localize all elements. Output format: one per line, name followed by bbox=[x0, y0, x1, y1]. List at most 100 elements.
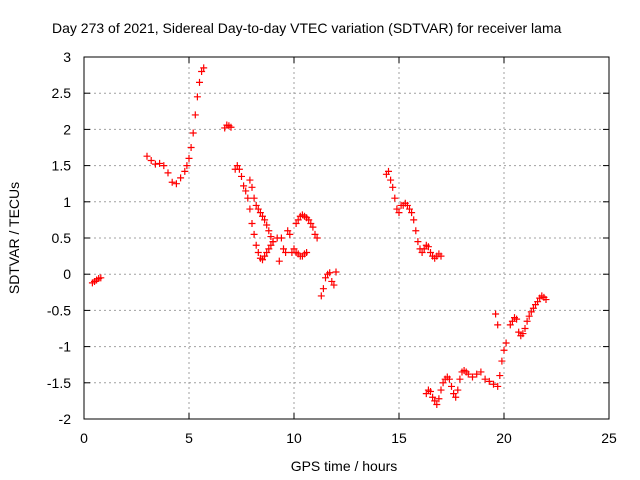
data-point bbox=[452, 393, 460, 401]
y-tick-label: -0.5 bbox=[47, 302, 71, 318]
data-point bbox=[414, 238, 422, 246]
data-point bbox=[185, 154, 193, 162]
data-point bbox=[454, 386, 462, 394]
data-point bbox=[469, 373, 476, 381]
data-point bbox=[456, 375, 464, 383]
data-point bbox=[502, 339, 510, 347]
data-point bbox=[248, 220, 256, 228]
y-tick-label: 3 bbox=[63, 49, 71, 65]
y-tick-label: -1.5 bbox=[47, 375, 71, 391]
y-tick-label: -1 bbox=[59, 339, 72, 355]
data-series bbox=[292, 248, 311, 260]
y-tick-label: 1.5 bbox=[52, 158, 72, 174]
data-point bbox=[309, 223, 317, 231]
data-series bbox=[88, 274, 105, 287]
data-point bbox=[448, 382, 455, 390]
x-tick-label: 15 bbox=[391, 430, 407, 446]
chart-title: Day 273 of 2021, Sidereal Day-to-day VTE… bbox=[52, 20, 562, 36]
data-point bbox=[529, 304, 537, 312]
data-point bbox=[256, 209, 264, 217]
data-point bbox=[254, 205, 262, 213]
y-tick-label: 1 bbox=[63, 194, 71, 210]
data-series bbox=[143, 64, 208, 188]
data-point bbox=[513, 315, 521, 323]
data-point bbox=[542, 296, 550, 304]
data-point bbox=[151, 160, 159, 168]
data-point bbox=[435, 395, 443, 403]
data-point bbox=[395, 209, 403, 217]
data-point bbox=[515, 328, 523, 336]
data-point bbox=[445, 375, 453, 383]
data-point bbox=[525, 312, 533, 320]
data-points bbox=[88, 64, 550, 409]
data-point bbox=[248, 183, 256, 191]
data-point bbox=[420, 245, 428, 253]
data-point bbox=[508, 317, 516, 325]
data-point bbox=[464, 370, 472, 378]
data-point bbox=[492, 310, 500, 318]
x-axis-label: GPS time / hours bbox=[291, 458, 398, 474]
data-point bbox=[437, 252, 445, 260]
data-point bbox=[164, 169, 172, 177]
data-point bbox=[439, 379, 447, 387]
data-point bbox=[410, 216, 418, 224]
data-series bbox=[382, 167, 445, 262]
data-point bbox=[275, 257, 283, 265]
data-point bbox=[385, 167, 392, 175]
data-point bbox=[496, 372, 504, 380]
data-point bbox=[303, 248, 311, 256]
data-point bbox=[250, 194, 258, 202]
data-point bbox=[391, 194, 399, 202]
data-point bbox=[317, 292, 325, 300]
data-point bbox=[332, 268, 340, 276]
data-point bbox=[494, 321, 502, 329]
data-point bbox=[259, 256, 266, 264]
data-point bbox=[259, 212, 266, 220]
data-point bbox=[198, 67, 206, 75]
data-series bbox=[288, 211, 321, 256]
data-point bbox=[227, 123, 235, 131]
data-point bbox=[263, 248, 271, 256]
y-tick-label: 2.5 bbox=[52, 85, 72, 101]
data-series bbox=[492, 310, 510, 380]
x-tick-label: 20 bbox=[496, 430, 512, 446]
data-point bbox=[254, 248, 262, 256]
data-point bbox=[238, 172, 245, 180]
axis-ticks: 0 5 10 15 20 25 -2 -1.5 -1 -0.5 0 0.5 1 1.5 2 2.5 3 bbox=[47, 49, 617, 446]
data-point bbox=[313, 234, 321, 242]
data-series bbox=[221, 121, 235, 132]
data-point bbox=[252, 201, 260, 209]
data-point bbox=[485, 377, 493, 385]
x-tick-label: 0 bbox=[80, 430, 88, 446]
data-point bbox=[422, 390, 430, 398]
data-point bbox=[429, 393, 437, 401]
data-point bbox=[521, 325, 529, 332]
data-point bbox=[506, 321, 514, 329]
data-point bbox=[269, 238, 277, 246]
data-point bbox=[143, 152, 151, 160]
data-point bbox=[311, 230, 319, 238]
data-point bbox=[433, 401, 441, 409]
data-point bbox=[412, 227, 420, 235]
data-point bbox=[147, 157, 155, 165]
x-tick-label: 25 bbox=[601, 430, 617, 446]
data-point bbox=[498, 357, 506, 365]
data-series bbox=[422, 366, 502, 409]
data-point bbox=[494, 382, 502, 390]
y-tick-label: 0.5 bbox=[52, 230, 72, 246]
data-point bbox=[183, 162, 191, 170]
data-point bbox=[523, 317, 531, 325]
data-point bbox=[294, 216, 302, 224]
data-point bbox=[97, 274, 105, 282]
data-point bbox=[286, 230, 294, 238]
data-point bbox=[200, 64, 208, 72]
data-point bbox=[322, 274, 329, 282]
data-point bbox=[427, 248, 434, 256]
data-point bbox=[387, 176, 395, 184]
x-tick-label: 10 bbox=[286, 430, 302, 446]
data-point bbox=[427, 387, 434, 395]
data-point bbox=[307, 220, 315, 228]
data-point bbox=[156, 159, 164, 167]
data-point bbox=[292, 220, 300, 228]
data-point bbox=[246, 205, 254, 213]
